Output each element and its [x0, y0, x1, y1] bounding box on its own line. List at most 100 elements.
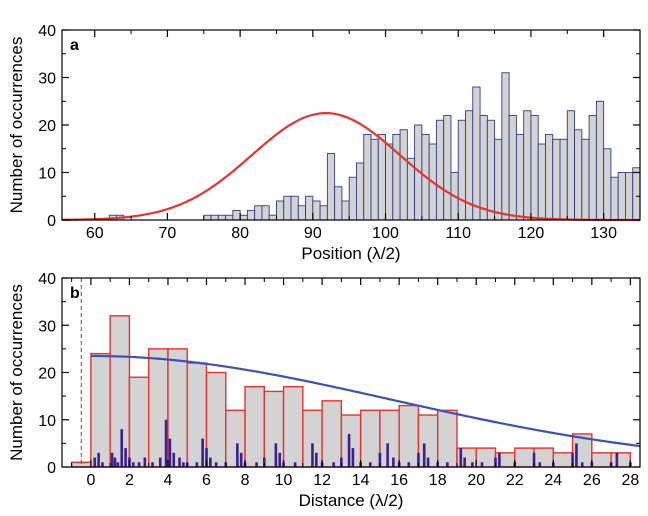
- b-spike: [378, 452, 382, 467]
- a-bar: [239, 214, 248, 221]
- b-spike: [463, 457, 466, 467]
- a-bar: [232, 210, 241, 221]
- b-spike: [168, 438, 172, 467]
- a-bar: [508, 115, 517, 221]
- a-xtick-label: 130: [590, 225, 617, 242]
- a-ytick-label: 30: [38, 71, 56, 88]
- a-bar: [552, 138, 561, 221]
- a-bar: [348, 176, 357, 221]
- b-bar: [321, 400, 343, 468]
- a-fit-curve: [61, 112, 641, 222]
- a-bar: [486, 119, 496, 221]
- b-xtick-label: 22: [506, 472, 524, 489]
- a-panel-label: a: [70, 37, 79, 54]
- b-spike: [471, 462, 474, 467]
- b-spike: [178, 457, 181, 467]
- a-bar: [399, 129, 408, 221]
- b-spike: [97, 452, 100, 467]
- b-ytick-label: 0: [47, 460, 56, 477]
- b-xtick-label: 4: [164, 472, 173, 489]
- a-bar: [632, 167, 641, 221]
- b-spike: [368, 462, 372, 467]
- b-bars: [70, 315, 632, 468]
- b-panel-label: b: [70, 285, 80, 302]
- a-bar: [443, 115, 452, 221]
- b-xlabel: Distance (λ/2): [299, 491, 404, 510]
- a-ytick-label: 0: [47, 213, 56, 230]
- b-spike: [278, 452, 282, 467]
- b-spike: [239, 452, 243, 467]
- a-bar: [341, 200, 350, 221]
- b-spike: [417, 452, 420, 467]
- b-spike: [110, 452, 114, 467]
- b-spike: [209, 457, 212, 467]
- b-spike: [151, 462, 154, 467]
- b-bar: [533, 447, 554, 468]
- b-xtick-label: 16: [390, 472, 408, 489]
- b-spike: [386, 443, 389, 467]
- a-bar: [566, 110, 576, 221]
- b-xtick-label: 2: [125, 472, 134, 489]
- b-spike: [580, 462, 584, 467]
- b-spike: [498, 452, 501, 467]
- b-spike: [446, 462, 449, 467]
- a-bar: [290, 195, 299, 221]
- a-ylabel: Number of occurrences: [7, 37, 26, 214]
- b-spike: [351, 448, 355, 467]
- b-spike: [101, 462, 104, 467]
- b-bar: [282, 385, 304, 468]
- a-bar: [523, 110, 532, 221]
- a-bar: [559, 138, 568, 221]
- a-bar: [545, 134, 554, 221]
- a-bar: [574, 129, 583, 221]
- b-bar: [359, 409, 381, 468]
- b-bar: [552, 452, 574, 468]
- b-xtick-label: 0: [86, 472, 95, 489]
- panel-a: 60 70 80 90 100 110 120 130 0 10 20 30 40 a Position…: [7, 23, 641, 263]
- b-ytick-label: 30: [38, 318, 56, 335]
- a-bar: [603, 148, 612, 221]
- a-xtick-label: 110: [445, 225, 471, 242]
- b-bar: [340, 414, 362, 468]
- a-bar: [276, 200, 285, 221]
- b-fit-curve: [90, 354, 641, 448]
- b-spike: [532, 452, 536, 467]
- b-ytick-label: 40: [38, 271, 56, 288]
- a-bar: [268, 214, 277, 221]
- b-spike: [293, 462, 297, 467]
- b-spike: [407, 462, 411, 467]
- b-spike: [131, 462, 135, 467]
- a-bar: [595, 100, 605, 221]
- b-spike: [113, 457, 117, 467]
- b-spike: [214, 462, 218, 467]
- a-bar: [297, 205, 307, 221]
- a-bar: [625, 172, 634, 221]
- a-bar: [385, 143, 394, 221]
- b-ylabel: Number of occurrences: [7, 284, 26, 461]
- a-bar: [494, 138, 503, 221]
- a-bar: [254, 205, 263, 221]
- b-xtick-label: 6: [202, 472, 211, 489]
- a-xtick-label: 60: [86, 225, 104, 242]
- a-bar: [515, 134, 525, 221]
- a-bar: [370, 138, 379, 221]
- b-spike: [93, 457, 97, 467]
- b-spike: [158, 457, 162, 467]
- b-spike: [164, 419, 168, 467]
- b-bar: [514, 447, 535, 468]
- a-bar: [203, 214, 212, 221]
- b-spike: [263, 457, 266, 467]
- a-bar: [363, 134, 372, 221]
- b-bar: [437, 409, 458, 468]
- b-spike: [392, 457, 395, 467]
- b-spike: [205, 448, 208, 467]
- b-bar: [398, 404, 420, 468]
- b-spike: [480, 462, 484, 467]
- b-spike: [195, 462, 199, 467]
- b-spike: [459, 448, 463, 467]
- b-bar: [244, 385, 266, 468]
- b-spike: [236, 443, 239, 467]
- b-xtick-label: 12: [313, 472, 331, 489]
- b-spike: [182, 462, 185, 467]
